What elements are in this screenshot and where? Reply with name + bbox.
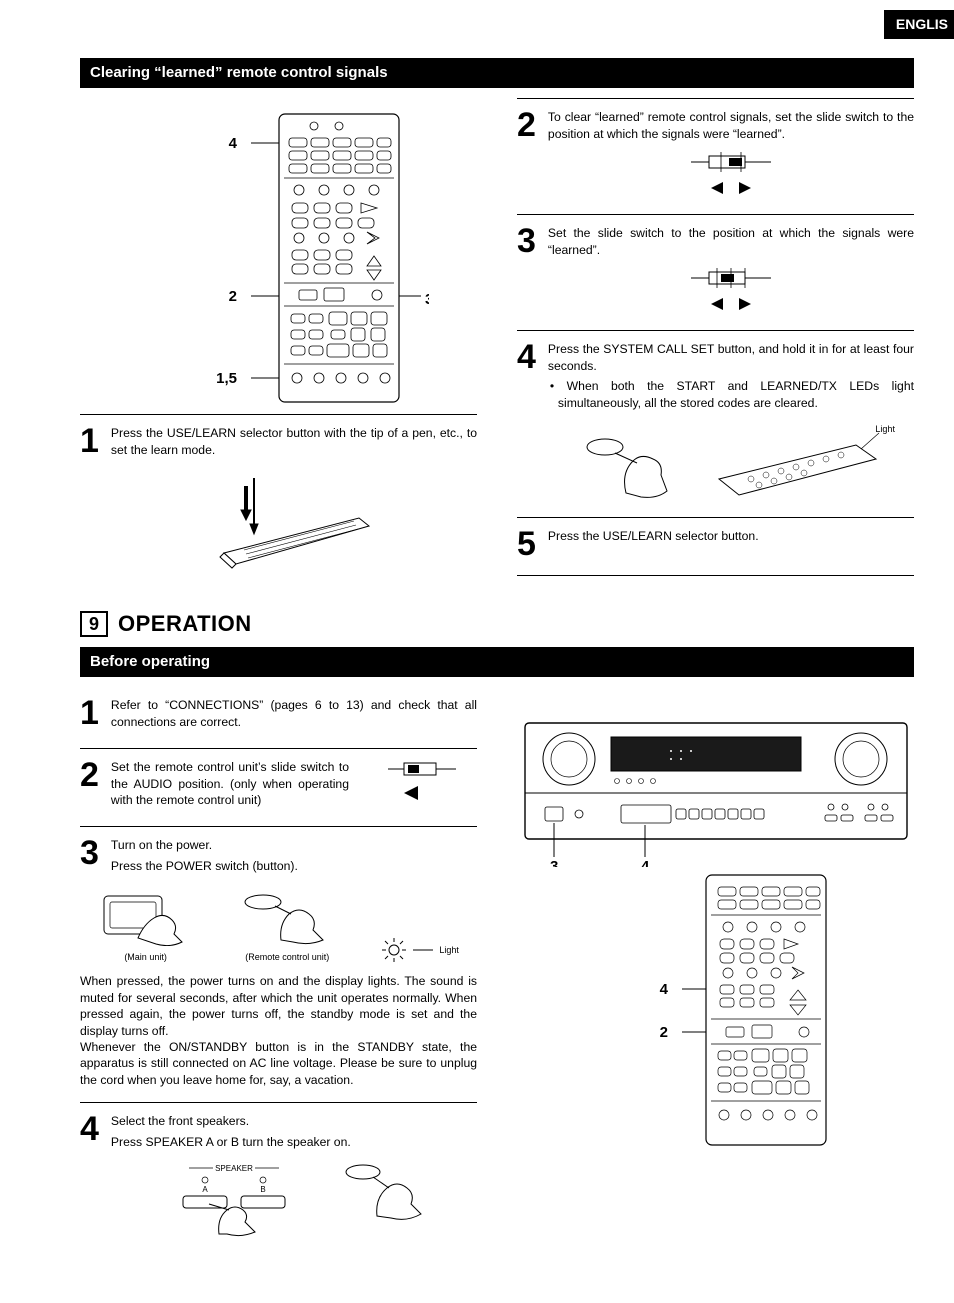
section-bar-clearing: Clearing “learned” remote control signal… [80, 58, 914, 88]
caption-main-unit: (Main unit) [98, 951, 193, 963]
section-heading-operation: 9 OPERATION [80, 609, 914, 639]
section-number-box: 9 [80, 611, 108, 637]
before-step-3: 3 Turn on the power. Press the POWER swi… [80, 827, 477, 1103]
step-text: Select the front speakers. [111, 1113, 477, 1129]
before-step-4: 4 Select the front speakers. Press SPEAK… [80, 1103, 477, 1252]
before-step-2: 2 Set the remote control unit’s slide sw… [80, 749, 477, 827]
light-label: Light [875, 423, 895, 435]
step-number: 3 [80, 837, 97, 878]
remote-diagram: 4 2 3 1,5 [80, 98, 477, 414]
step-text: Set the remote control unit’s slide swit… [111, 759, 349, 808]
section-title: OPERATION [118, 609, 252, 639]
svg-text:4: 4 [659, 981, 668, 998]
right-step-5: 5 Press the USE/LEARN selector button. [517, 518, 914, 575]
step-number: 4 [517, 341, 534, 503]
step-number: 1 [80, 425, 97, 573]
svg-text:B: B [260, 1185, 265, 1194]
before-step-1: 1 Refer to “CONNECTIONS” (pages 6 to 13)… [80, 687, 477, 749]
step-paragraph: When pressed, the power turns on and the… [80, 973, 477, 1088]
main-unit-press-icon: (Main unit) [98, 890, 193, 963]
receiver-diagram: 3 4 [517, 717, 914, 867]
step-text: Press the SYSTEM CALL SET button, and ho… [548, 341, 914, 374]
speaker-buttons-icon: SPEAKER A B [111, 1160, 477, 1238]
slide-switch-audio-icon [367, 759, 477, 803]
pen-remote-icon [111, 468, 477, 573]
remote-diagram-2: 4 2 [517, 871, 914, 1151]
svg-text:3: 3 [425, 291, 429, 308]
step-text: Press the POWER switch (button). [111, 858, 477, 874]
light-indicator-icon: Light [381, 937, 459, 963]
svg-text:2: 2 [659, 1024, 667, 1041]
language-tab: ENGLIS [884, 10, 954, 39]
right-step-4: 4 Press the SYSTEM CALL SET button, and … [517, 331, 914, 518]
svg-text:A: A [202, 1185, 208, 1194]
right-step-2: 2 To clear “learned” remote control sign… [517, 99, 914, 215]
svg-text:4: 4 [228, 135, 237, 152]
step-number: 3 [517, 225, 534, 316]
right-step-3: 3 Set the slide switch to the position a… [517, 215, 914, 331]
hand-press-remote-icon: Light [548, 421, 914, 503]
svg-text:SPEAKER: SPEAKER [215, 1164, 253, 1173]
step-text: Turn on the power. [111, 837, 477, 853]
step-bullet: When both the START and LEARNED/TX LEDs … [558, 379, 914, 409]
svg-text:1,5: 1,5 [216, 370, 237, 387]
step-text: Press SPEAKER A or B turn the speaker on… [111, 1134, 477, 1150]
remote-unit-press-icon: (Remote control unit) [237, 890, 337, 963]
light-label: Light [439, 944, 459, 956]
step-number: 5 [517, 528, 534, 560]
section-bar-before: Before operating [80, 647, 914, 677]
caption-remote-unit: (Remote control unit) [237, 951, 337, 963]
step-text: Set the slide switch to the position at … [548, 225, 914, 258]
svg-text:4: 4 [641, 858, 650, 867]
svg-text:3: 3 [550, 858, 558, 867]
left-step-1: 1 Press the USE/LEARN selector button wi… [80, 415, 477, 587]
step-number: 2 [517, 109, 534, 200]
step-number: 1 [80, 697, 97, 734]
step-text: Press the USE/LEARN selector button. [548, 528, 914, 544]
step-number: 2 [80, 759, 97, 812]
svg-text:2: 2 [228, 288, 236, 305]
slide-switch-icon [548, 152, 914, 200]
step-text: Press the USE/LEARN selector button with… [111, 425, 477, 458]
step-text: Refer to “CONNECTIONS” (pages 6 to 13) a… [111, 697, 477, 730]
slide-switch-center-icon [548, 268, 914, 316]
step-number: 4 [80, 1113, 97, 1238]
step-text: To clear “learned” remote control signal… [548, 109, 914, 142]
